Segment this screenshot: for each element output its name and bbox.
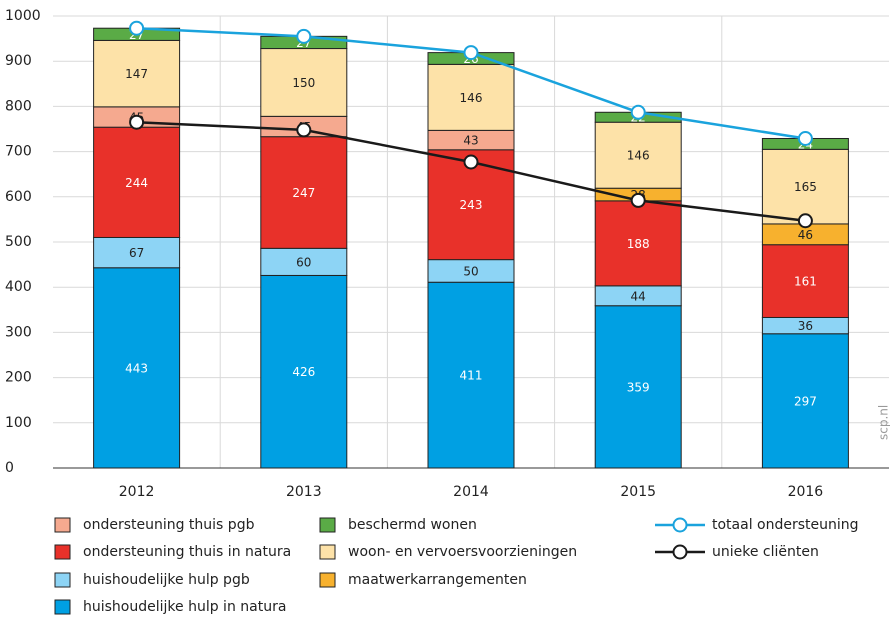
data-label: 43 (463, 134, 478, 148)
x-tick-label: 2016 (788, 484, 824, 500)
data-label: 150 (292, 76, 315, 90)
bar-segment (93, 267, 181, 469)
y-tick-label: 500 (5, 234, 32, 250)
line-marker (463, 154, 479, 170)
legend-label: unieke cliënten (712, 544, 819, 560)
data-label: 50 (463, 264, 478, 278)
y-tick-label: 600 (5, 189, 32, 205)
legend-label: woon- en vervoersvoorzieningen (348, 544, 577, 560)
bar-segment (427, 281, 515, 469)
line-marker (296, 122, 312, 138)
legend-swatch (319, 572, 336, 588)
legend-label: ondersteuning thuis pgb (83, 517, 255, 533)
y-tick-label: 400 (5, 279, 32, 295)
line-marker (797, 213, 813, 229)
legend-swatch (319, 544, 336, 560)
data-label: 359 (627, 380, 650, 394)
bar-segment (93, 126, 181, 238)
data-label: 36 (798, 319, 813, 333)
data-label: 165 (794, 180, 817, 194)
bar-segment (260, 136, 348, 249)
legend-label: beschermd wonen (348, 517, 477, 533)
line-marker (630, 192, 646, 208)
y-tick-label: 100 (5, 415, 32, 431)
legend-marker (672, 544, 688, 560)
legend-swatch (54, 544, 71, 560)
data-label: 188 (627, 237, 650, 251)
data-label: 297 (794, 394, 817, 408)
data-label: 46 (798, 228, 813, 242)
y-tick-label: 1000 (5, 8, 41, 24)
line-marker (129, 20, 145, 36)
y-tick-label: 300 (5, 324, 32, 340)
bar-segment (260, 247, 348, 276)
x-tick-label: 2012 (119, 484, 155, 500)
data-label: 244 (125, 176, 148, 190)
data-label: 146 (627, 149, 650, 163)
legend-swatch (54, 572, 71, 588)
legend-swatch (319, 517, 336, 533)
bar-segment (594, 200, 682, 287)
line-marker (463, 45, 479, 61)
data-label: 44 (631, 289, 646, 303)
bar-segment (260, 274, 348, 469)
data-label: 67 (129, 246, 144, 260)
y-tick-label: 900 (5, 53, 32, 69)
legend-label: totaal ondersteuning (712, 517, 859, 533)
data-label: 243 (460, 198, 483, 212)
data-label: 443 (125, 361, 148, 375)
legend-swatch (54, 517, 71, 533)
y-tick-label: 0 (5, 460, 14, 476)
legend-label: ondersteuning thuis in natura (83, 544, 291, 560)
bar-segment (93, 236, 181, 269)
data-label: 60 (296, 255, 311, 269)
data-label: 411 (460, 369, 483, 383)
y-tick-label: 200 (5, 370, 32, 386)
bar-segment (761, 148, 849, 225)
data-label: 146 (460, 91, 483, 105)
legend-label: huishoudelijke hulp pgb (83, 572, 250, 588)
line-marker (296, 28, 312, 44)
bar-segment (427, 63, 515, 131)
data-label: 161 (794, 275, 817, 289)
bar-segment (594, 305, 682, 469)
line-marker (797, 130, 813, 146)
legend-swatch (54, 599, 71, 615)
line-marker (630, 104, 646, 120)
data-label: 247 (292, 186, 315, 200)
x-tick-label: 2014 (453, 484, 489, 500)
legend-label: maatwerkarrangementen (348, 572, 527, 588)
line-marker (129, 114, 145, 130)
legend-marker (672, 517, 688, 533)
bar-segment (761, 244, 849, 318)
bar-segment (594, 121, 682, 189)
x-tick-label: 2015 (620, 484, 656, 500)
y-tick-label: 700 (5, 144, 32, 160)
legend-label: huishoudelijke hulp in natura (83, 599, 286, 615)
y-tick-label: 800 (5, 98, 32, 114)
data-label: 147 (125, 67, 148, 81)
x-tick-label: 2013 (286, 484, 322, 500)
source-label: scp.nl (877, 405, 891, 440)
data-label: 426 (292, 365, 315, 379)
bar-segment (93, 39, 181, 108)
